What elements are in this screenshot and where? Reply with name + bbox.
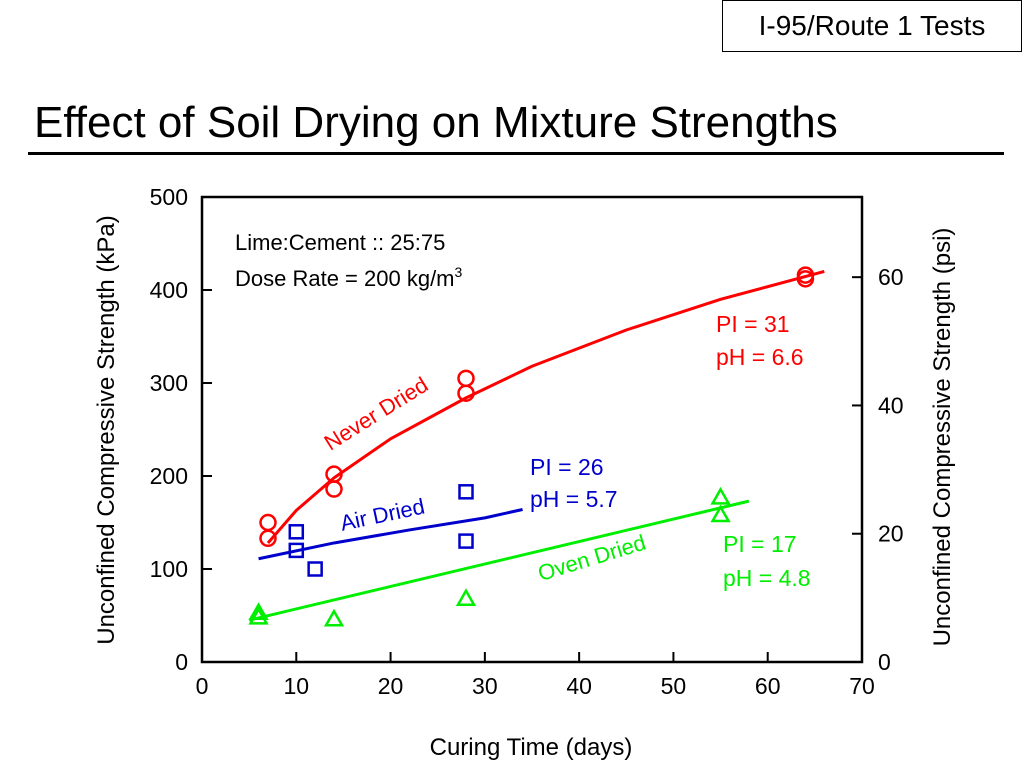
never-dried-fit-line: [266, 269, 825, 544]
oven-dried-data-point: [248, 606, 269, 625]
y-tick-label: 400: [150, 277, 188, 303]
never-dried-data-point: [457, 384, 475, 402]
air-dried-data-point: [288, 524, 305, 540]
x-tick-label: 10: [283, 673, 309, 699]
annotation-dose-text: Dose Rate = 200 kg/m: [235, 266, 455, 291]
air-dried-fit-line: [258, 508, 523, 561]
oven-dried-fit-line: [248, 499, 750, 622]
y-tick-label: 500: [150, 184, 188, 210]
oven-dried-data-point: [248, 602, 269, 620]
report-tag: I-95/Route 1 Tests: [722, 0, 1022, 52]
never-dried-data-point: [457, 369, 475, 388]
oven-dried-data-point: [455, 588, 477, 607]
x-tick-label: 40: [566, 673, 592, 699]
annotation-mix: Lime:Cement :: 25:75: [235, 230, 445, 255]
never-dried-data-point: [259, 513, 277, 532]
x-tick-label: 0: [196, 673, 209, 699]
never-dried-data-point: [325, 480, 343, 498]
y2-tick-label: 60: [878, 264, 904, 290]
x-tick-label: 50: [661, 673, 687, 699]
slide-title: Effect of Soil Drying on Mixture Strengt…: [34, 98, 838, 147]
never-dried-data-point: [796, 270, 815, 288]
x-tick-label: 30: [472, 673, 498, 699]
x-axis-label: Curing Time (days): [430, 734, 633, 761]
y2-axis-label: Unconfined Compressive Strength (psi): [929, 228, 956, 647]
oven-dried-data-point: [710, 486, 731, 505]
y2-tick-label: 20: [878, 521, 904, 547]
x-tick-label: 60: [755, 673, 781, 699]
y-tick-label: 300: [150, 370, 188, 396]
oven-dried-ph-label: pH = 4.8: [723, 565, 811, 591]
y-tick-label: 0: [175, 649, 188, 675]
annotation-dose-superscript: 3: [455, 264, 463, 280]
annotation-dose: Dose Rate = 200 kg/m3: [235, 264, 463, 291]
oven-dried-data-point: [323, 608, 345, 627]
plot-frame: [200, 195, 864, 664]
air-dried-data-point: [288, 542, 305, 559]
x-tick-label: 70: [849, 673, 875, 699]
y2-tick-label: 40: [878, 392, 904, 418]
series-label-never-dried: Never Dried: [320, 372, 433, 455]
never-dried-ph-label: pH = 6.6: [716, 344, 804, 370]
air-dried-data-point: [458, 533, 474, 549]
never-dried-pi-label: PI = 31: [716, 311, 790, 337]
air-dried-pi-label: PI = 26: [530, 454, 604, 480]
y-tick-label: 200: [150, 463, 188, 489]
air-dried-data-point: [307, 561, 323, 577]
oven-dried-data-point: [710, 504, 731, 523]
air-dried-ph-label: pH = 5.7: [530, 486, 618, 512]
air-dried-data-point: [458, 484, 474, 500]
never-dried-data-point: [259, 529, 277, 548]
y2-tick-label: 0: [878, 649, 891, 675]
oven-dried-pi-label: PI = 17: [723, 531, 797, 557]
title-divider: [28, 152, 1004, 155]
y-tick-label: 100: [150, 556, 188, 582]
x-tick-label: 20: [378, 673, 404, 699]
y-axis-label: Unconfined Compressive Strength (kPa): [93, 215, 120, 645]
